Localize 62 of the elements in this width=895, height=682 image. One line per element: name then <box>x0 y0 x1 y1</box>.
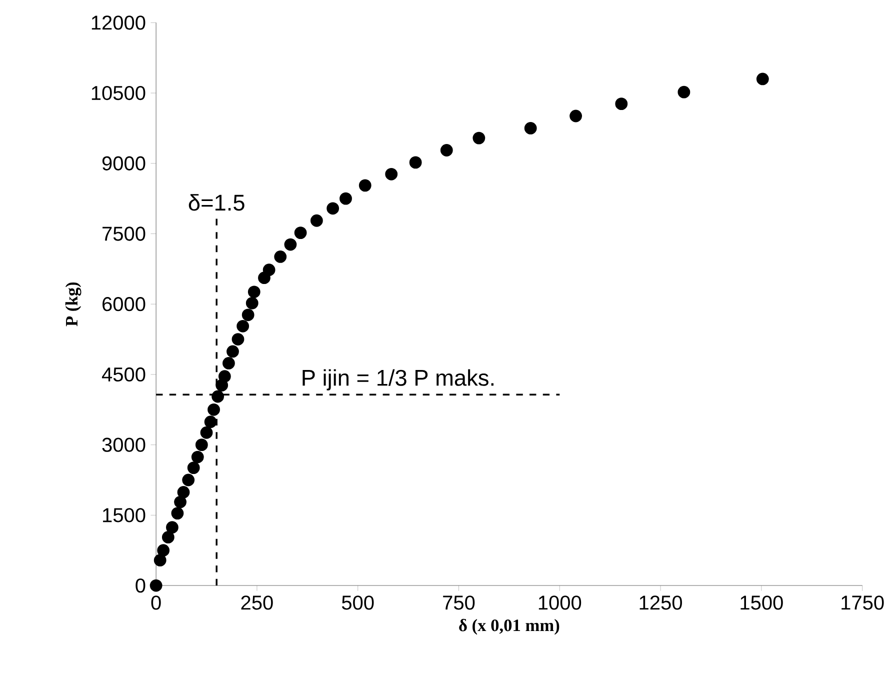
point <box>232 333 244 346</box>
point <box>340 192 352 205</box>
point <box>222 357 235 370</box>
point <box>212 390 224 403</box>
point <box>294 226 307 240</box>
point <box>570 110 582 122</box>
y-axis-title: P (kg) <box>65 282 82 326</box>
point <box>166 521 178 534</box>
point <box>440 144 453 157</box>
x-tick-label: 1500 <box>740 596 783 610</box>
point <box>157 544 170 557</box>
y-tick-label: 1500 <box>103 508 146 522</box>
x-tick-label: 250 <box>241 596 273 610</box>
point <box>218 370 231 383</box>
annotation: δ=1.5 <box>188 194 244 211</box>
y-tick-label: 6000 <box>102 297 146 312</box>
y-tick-label: 10500 <box>92 86 146 100</box>
point <box>204 416 217 428</box>
point <box>246 297 258 310</box>
point <box>150 580 162 592</box>
point <box>171 507 184 520</box>
y-tick-label: 9000 <box>102 156 146 171</box>
point <box>326 202 340 215</box>
point <box>274 250 287 264</box>
x-tick-label: 1250 <box>640 596 682 610</box>
point <box>200 426 213 440</box>
point <box>310 214 323 228</box>
x-tick-label: 500 <box>342 596 374 610</box>
point <box>182 474 195 486</box>
point <box>409 156 422 169</box>
point <box>195 438 208 452</box>
point <box>154 554 166 567</box>
point <box>174 496 186 508</box>
y-tick-label: 12000 <box>92 16 146 30</box>
point <box>191 451 204 464</box>
point <box>242 308 254 322</box>
point <box>385 168 398 181</box>
point <box>524 122 537 135</box>
point <box>284 238 297 251</box>
point <box>472 132 486 144</box>
point <box>262 264 276 276</box>
x-tick-label: 1750 <box>842 596 884 610</box>
point <box>248 286 260 298</box>
y-tick-label: 0 <box>136 578 146 593</box>
point <box>208 404 220 416</box>
x-tick-label: 0 <box>151 596 161 610</box>
point <box>177 486 190 499</box>
point <box>756 72 769 86</box>
x-tick-label: 750 <box>443 596 475 610</box>
point <box>236 320 250 333</box>
annotation: P ijin = 1/3 P maks. <box>302 369 494 391</box>
y-tick-label: 4500 <box>102 368 146 382</box>
y-tick-label: 7500 <box>102 226 146 242</box>
x-tick-label: 1000 <box>538 596 582 610</box>
point <box>162 531 174 544</box>
point <box>226 345 239 358</box>
point <box>358 179 372 192</box>
point <box>615 98 628 110</box>
point <box>678 86 690 98</box>
y-tick-label: 3000 <box>102 438 146 452</box>
x-axis-title: δ (x 0,01 mm) <box>459 619 560 635</box>
point <box>187 462 200 474</box>
